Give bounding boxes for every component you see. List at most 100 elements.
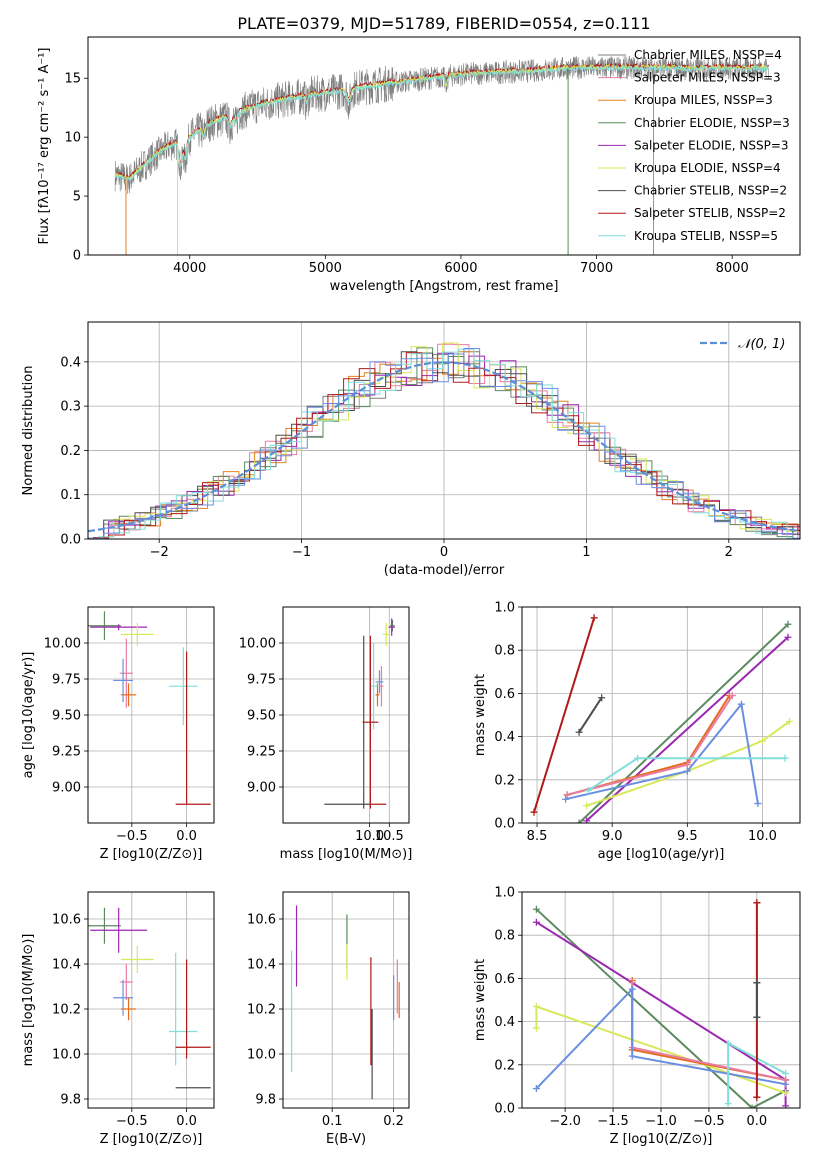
weight-point-marker — [753, 1093, 761, 1101]
weight-point-marker — [784, 633, 792, 641]
y-tick-label: 10.00 — [44, 637, 81, 652]
y-tick-label: 9.00 — [247, 781, 276, 796]
y-tick-label: 10.2 — [52, 1003, 81, 1018]
x-tick-label: 10.0 — [748, 829, 777, 844]
x-axis-label: Z [log10(Z/Z⊙)] — [100, 1132, 203, 1147]
figure-title: PLATE=0379, MJD=51789, FIBERID=0554, z=0… — [237, 14, 650, 33]
panel-mass_vs_ebv: 0.1 0.2 9.8 10.0 10.2 10.4 10.6 E(B-V) — [247, 891, 410, 1147]
clipped-marks — [88, 342, 800, 539]
error-bar-point — [120, 946, 154, 973]
normal-curve — [88, 361, 800, 533]
error-bar-point — [383, 622, 390, 646]
weight-series-line — [585, 636, 789, 822]
y-tick-label: 10.6 — [52, 913, 81, 928]
weight-point-marker — [628, 1052, 636, 1060]
panel-weight_vs_age: 8.5 9.0 9.5 10.0 0.0 0.2 0.4 0.6 0.8 1.0 age [log1… — [473, 601, 801, 862]
clipped-marks — [88, 611, 211, 805]
legend-label: Salpeter ELODIE, NSSP=3 — [634, 138, 789, 152]
axes-frame — [282, 891, 410, 1109]
x-tick-label: −0.5 — [116, 829, 148, 844]
weight-point-marker — [683, 767, 691, 775]
weight-point-marker — [728, 692, 736, 700]
plot-area — [283, 892, 409, 1108]
error-bar-point — [113, 979, 133, 1016]
axes-frame — [87, 321, 801, 540]
y-tick-label: 9.50 — [247, 709, 276, 724]
x-tick-label: −0.5 — [693, 1114, 725, 1129]
weight-series-line — [586, 720, 791, 807]
error-bar-point — [120, 622, 154, 646]
weight-point-marker — [683, 761, 691, 769]
spectrum-model-line — [114, 64, 769, 181]
x-tick-label: 8000 — [716, 261, 749, 276]
y-tick-label: 10.0 — [247, 1048, 276, 1063]
legend-label: Salpeter STELIB, NSSP=2 — [634, 206, 786, 220]
y-tick-label: 0.6 — [494, 687, 515, 702]
y-tick-label: 0.0 — [494, 817, 515, 832]
weight-point-marker — [628, 985, 636, 993]
weight-point-marker — [724, 1039, 732, 1047]
y-axis-label: age [log10(age/yr)] — [21, 652, 36, 779]
x-axis-label: mass [log10(M/M⊙)] — [280, 847, 413, 862]
y-tick-label: 9.8 — [255, 1093, 276, 1108]
weight-point-marker — [628, 979, 636, 987]
weight-series-line — [533, 617, 596, 813]
legend-label: Chabrier STELIB, NSSP=2 — [634, 184, 787, 198]
spectrum-legend: Chabrier MILES, NSSP=4 Salpeter MILES, NS… — [598, 48, 790, 243]
plot-area — [114, 55, 769, 255]
plot-area — [283, 607, 409, 823]
x-tick-label: 0.2 — [383, 1114, 404, 1129]
weight-point-marker — [590, 614, 598, 622]
weight-point-marker — [532, 905, 540, 913]
histogram-step-line — [88, 348, 800, 539]
weight-point-marker — [782, 1089, 790, 1097]
weight-point-marker — [562, 795, 570, 803]
panel-weight_vs_Z: −2.0 −1.5 −1.0 −0.5 0.0 0.0 0.2 0.4 0.6 0.8 1.0 Z [… — [473, 886, 801, 1147]
histogram-step-line — [98, 348, 800, 539]
weight-point-marker — [634, 754, 642, 762]
y-tick-label: 9.8 — [60, 1093, 81, 1108]
y-tick-label: 0.8 — [494, 644, 515, 659]
error-bar-point — [90, 907, 148, 953]
y-tick-label: 5 — [73, 190, 81, 205]
weight-series-line — [565, 701, 759, 804]
x-tick-label: 0.0 — [176, 829, 197, 844]
plot-area — [88, 607, 214, 823]
x-tick-label: −0.5 — [116, 1114, 148, 1129]
clipped-marks — [530, 614, 793, 823]
y-tick-label: 9.50 — [52, 709, 81, 724]
y-tick-label: 1.0 — [494, 886, 515, 901]
weight-point-marker — [575, 728, 583, 736]
error-bar-point — [362, 635, 379, 809]
error-bar-point — [388, 618, 395, 636]
panel-mass_vs_Z: −0.5 0.0 9.8 10.0 10.2 10.4 10.6 Z [log10(Z/Z⊙)… — [21, 891, 215, 1147]
weight-point-marker — [753, 1013, 761, 1021]
x-tick-label: 9.0 — [602, 829, 623, 844]
y-tick-label: 10.0 — [52, 1048, 81, 1063]
clipped-marks — [114, 55, 769, 255]
error-bar-point — [119, 638, 133, 708]
weight-point-marker — [782, 1069, 790, 1077]
y-tick-label: 10.4 — [247, 958, 276, 973]
x-tick-label: 0.0 — [747, 1114, 768, 1129]
x-tick-label: 9.5 — [677, 829, 698, 844]
weight-point-marker — [748, 1104, 756, 1108]
y-axis-label: mass weight — [473, 959, 488, 1041]
legend-label: Kroupa STELIB, NSSP=5 — [634, 229, 778, 243]
y-axis-label: mass weight — [473, 674, 488, 756]
y-tick-label: 0.1 — [60, 488, 81, 503]
panel-age_vs_mass: 10.010.5 9.00 9.25 9.50 9.75 10.00 mass [log10… — [239, 606, 413, 862]
weight-point-marker — [532, 918, 540, 926]
x-tick-label: 1 — [582, 545, 590, 560]
x-axis-label: E(B-V) — [326, 1132, 366, 1147]
y-tick-label: 0.4 — [494, 1015, 515, 1030]
x-tick-label: −2.0 — [549, 1114, 581, 1129]
axes-frame — [521, 891, 801, 1109]
y-tick-label: 0.8 — [494, 929, 515, 944]
x-tick-label: 4000 — [173, 261, 206, 276]
panel-normed_distribution: −2 −1 0 1 2 0.0 0.1 0.2 0.3 0.4 (data-model)/error… — [21, 321, 801, 578]
error-bar-point — [88, 611, 121, 641]
weight-point-marker — [753, 979, 761, 987]
y-tick-label: 0.3 — [60, 400, 81, 415]
